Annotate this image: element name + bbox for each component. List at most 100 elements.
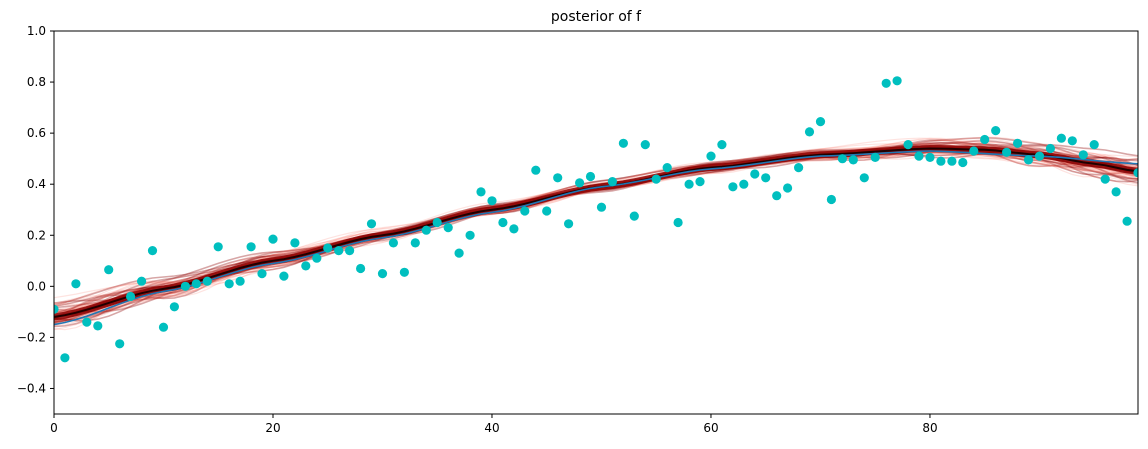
observation-point bbox=[947, 156, 957, 166]
posterior-sample-line bbox=[54, 147, 1138, 317]
observation-point bbox=[728, 182, 738, 192]
observation-point bbox=[980, 134, 990, 145]
observation-point bbox=[93, 321, 103, 331]
observation-point bbox=[487, 196, 497, 206]
observation-point bbox=[147, 246, 158, 256]
observation-point bbox=[377, 269, 388, 279]
observation-point bbox=[531, 165, 541, 175]
observation-point bbox=[969, 146, 979, 156]
observation-point bbox=[334, 246, 344, 256]
posterior-sample-line bbox=[54, 149, 1138, 321]
observation-point bbox=[794, 163, 804, 173]
posterior-samples bbox=[54, 136, 1138, 331]
posterior-sample-line bbox=[54, 146, 1138, 320]
posterior-sample-line bbox=[54, 139, 1138, 321]
posterior-sample-line bbox=[54, 148, 1138, 318]
observation-point bbox=[618, 138, 629, 148]
posterior-sample-line bbox=[54, 143, 1138, 314]
chart-title: posterior of f bbox=[551, 9, 642, 25]
observation-point bbox=[268, 234, 278, 244]
observation-point bbox=[892, 76, 902, 86]
observation-point bbox=[640, 140, 650, 150]
posterior-sample-line bbox=[54, 148, 1138, 325]
y-tick-label: −0.2 bbox=[17, 330, 46, 344]
observation-point bbox=[958, 157, 968, 168]
posterior-sample-line bbox=[54, 147, 1138, 318]
true-function-line bbox=[54, 150, 1138, 326]
posterior-sample-line bbox=[54, 150, 1138, 322]
observation-point bbox=[1045, 143, 1055, 154]
y-tick-label: 0.6 bbox=[27, 126, 46, 140]
observation-point bbox=[432, 217, 442, 228]
mean-lines bbox=[54, 150, 1138, 326]
observation-point bbox=[1111, 187, 1121, 197]
y-tick-label: 0.4 bbox=[27, 177, 46, 191]
posterior-sample-line bbox=[54, 138, 1138, 318]
observation-point bbox=[607, 177, 618, 187]
observation-point bbox=[575, 178, 585, 188]
posterior-sample-line bbox=[54, 143, 1138, 315]
observation-point bbox=[202, 276, 212, 286]
plot-frame bbox=[53, 30, 1139, 415]
observation-point bbox=[465, 230, 475, 240]
observation-point bbox=[158, 322, 169, 332]
posterior-sample-line bbox=[54, 143, 1138, 313]
observation-point bbox=[1078, 150, 1088, 160]
observation-point bbox=[848, 155, 858, 165]
y-tick-label: −0.4 bbox=[17, 381, 46, 395]
posterior-sample-line bbox=[54, 149, 1138, 322]
observation-point bbox=[1013, 138, 1023, 148]
posterior-sample-line bbox=[54, 145, 1138, 323]
observation-point bbox=[1002, 147, 1012, 157]
posterior-sample-line bbox=[54, 145, 1138, 317]
x-tick-label: 40 bbox=[484, 421, 499, 435]
observation-point bbox=[651, 174, 661, 184]
posterior-sample-line bbox=[54, 141, 1138, 326]
posterior-mean-band bbox=[54, 144, 1138, 321]
y-axis: −0.4 −0.2 0.0 0.2 0.4 0.6 0.8 1.0 bbox=[17, 24, 54, 395]
observation-point bbox=[54, 304, 59, 314]
observation-point bbox=[60, 353, 70, 363]
observation-point bbox=[509, 224, 519, 234]
posterior-sample-line bbox=[54, 145, 1138, 314]
observation-point bbox=[761, 173, 771, 183]
observation-point bbox=[169, 302, 179, 312]
observation-point bbox=[750, 169, 760, 179]
posterior-sample-line bbox=[54, 141, 1138, 322]
observation-point bbox=[662, 163, 672, 173]
posterior-sample-line bbox=[54, 151, 1138, 331]
observation-point bbox=[684, 179, 694, 189]
observation-point bbox=[706, 151, 716, 161]
observation-point bbox=[454, 248, 464, 258]
observation-point bbox=[290, 238, 300, 248]
observation-point bbox=[859, 173, 869, 183]
posterior-sample-line bbox=[54, 147, 1138, 323]
observation-point bbox=[553, 173, 563, 183]
x-tick-label: 0 bbox=[50, 421, 58, 435]
observation-point bbox=[257, 269, 267, 279]
observation-point bbox=[388, 238, 398, 248]
observation-point bbox=[126, 291, 136, 302]
observation-point bbox=[804, 127, 815, 137]
posterior-sample-line bbox=[54, 144, 1138, 324]
observation-point bbox=[914, 151, 924, 161]
observation-point bbox=[1056, 133, 1066, 143]
posterior-sample-line bbox=[54, 136, 1138, 324]
observation-points bbox=[54, 76, 1138, 363]
posterior-sample-line bbox=[54, 148, 1138, 308]
observation-point bbox=[991, 126, 1001, 136]
observation-point bbox=[476, 187, 486, 197]
observation-point bbox=[564, 219, 574, 229]
posterior-sample-line bbox=[54, 142, 1138, 331]
observation-point bbox=[443, 223, 453, 233]
observation-point bbox=[323, 243, 333, 253]
observation-point bbox=[279, 271, 289, 281]
observation-point bbox=[356, 263, 366, 274]
posterior-sample-line bbox=[54, 142, 1138, 321]
observation-point bbox=[1122, 216, 1132, 226]
observation-point bbox=[826, 194, 837, 205]
observation-point bbox=[312, 253, 322, 263]
posterior-sample-line bbox=[54, 145, 1138, 314]
observation-point bbox=[301, 261, 311, 271]
